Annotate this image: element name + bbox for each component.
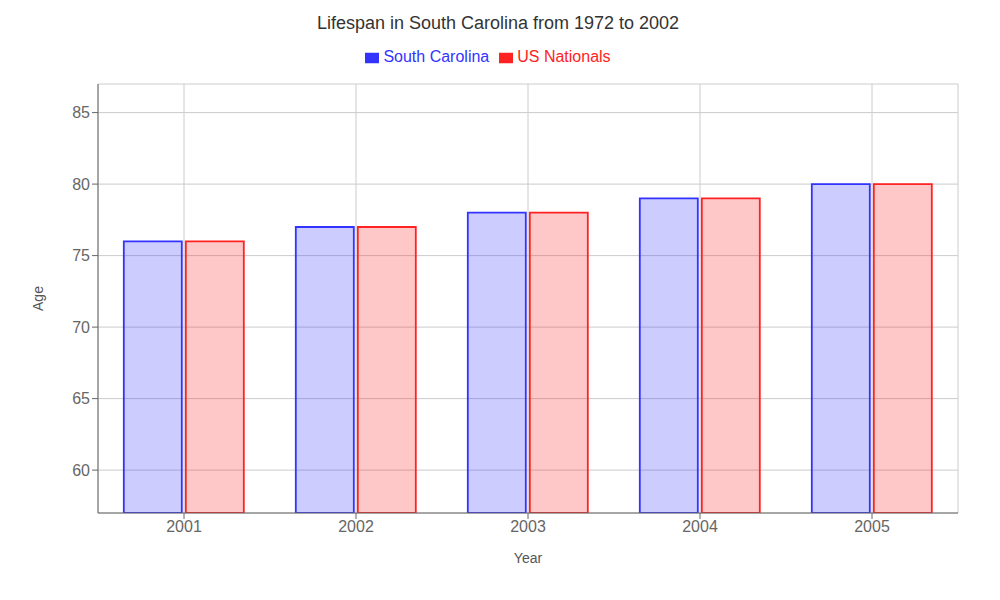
svg-text:65: 65 (72, 390, 90, 407)
svg-text:75: 75 (72, 247, 90, 264)
svg-text:85: 85 (72, 104, 90, 121)
svg-text:2004: 2004 (682, 518, 718, 535)
svg-text:2005: 2005 (854, 518, 890, 535)
html-text:Lifespan in South Carolina fro: Lifespan in South Carolina from 1972 to … (316, 13, 680, 33)
html-text:US Nationals: US Nationals (517, 48, 611, 65)
html-text:South Carolina: South Carolina (383, 48, 490, 65)
svg-text:60: 60 (72, 462, 90, 479)
svg-text:80: 80 (72, 176, 90, 193)
svg-text:Year: Year (514, 550, 543, 566)
svg-text:70: 70 (72, 319, 90, 336)
svg-text:Age: Age (30, 286, 46, 311)
svg-text:2002: 2002 (338, 518, 374, 535)
svg-text:2003: 2003 (510, 518, 546, 535)
svg-text:2001: 2001 (166, 518, 202, 535)
